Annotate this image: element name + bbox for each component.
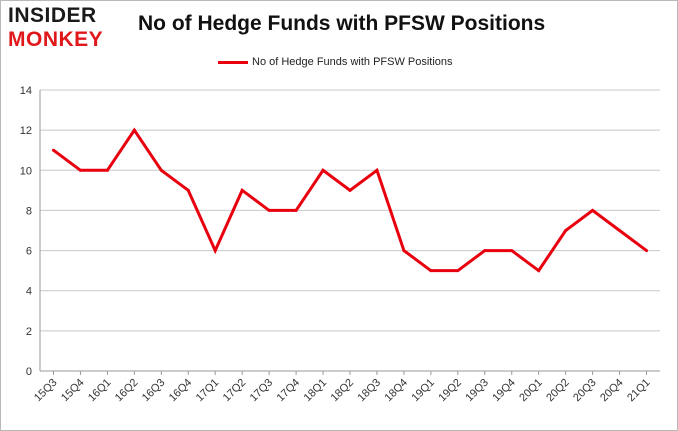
x-tick-label: 17Q1 — [194, 377, 222, 405]
y-tick-label: 6 — [26, 246, 32, 258]
data-point — [375, 168, 379, 172]
data-point — [618, 229, 622, 232]
data-point — [645, 249, 649, 253]
x-tick-label: 18Q1 — [302, 377, 330, 405]
y-tick-label: 8 — [26, 205, 32, 217]
y-tick-label: 14 — [20, 85, 32, 97]
data-point — [483, 249, 487, 253]
x-tick-label: 17Q4 — [275, 377, 303, 405]
data-point — [294, 208, 298, 212]
data-point — [456, 269, 460, 273]
x-tick-label: 19Q4 — [490, 377, 518, 405]
x-tick-label: 18Q3 — [356, 377, 384, 405]
data-point — [186, 188, 190, 192]
data-point — [564, 229, 568, 232]
data-point — [159, 168, 163, 172]
x-tick-label: 18Q2 — [329, 377, 357, 405]
chart-title: No of Hedge Funds with PFSW Positions — [138, 12, 546, 35]
x-tick-label: 19Q1 — [409, 377, 437, 405]
x-tick-label: 20Q2 — [544, 377, 572, 405]
logo-line-1: INSIDER — [8, 4, 97, 27]
data-point — [132, 128, 136, 132]
x-tick-label: 18Q4 — [383, 377, 411, 405]
x-tick-label: 16Q3 — [140, 377, 168, 405]
data-point — [105, 168, 109, 172]
y-tick-label: 4 — [26, 286, 32, 298]
data-point — [78, 168, 82, 172]
insider-monkey-logo: INSIDER MONKEY — [8, 4, 128, 56]
x-tick-label: 19Q3 — [463, 377, 491, 405]
data-point — [321, 168, 325, 172]
x-tick-label: 15Q4 — [59, 377, 87, 405]
data-point — [510, 249, 514, 253]
data-point — [537, 269, 541, 273]
x-tick-label: 16Q2 — [113, 377, 141, 405]
legend-label: No of Hedge Funds with PFSW Positions — [252, 56, 453, 68]
y-tick-label: 2 — [26, 326, 32, 338]
y-tick-label: 12 — [20, 125, 32, 137]
y-tick-label: 10 — [20, 165, 32, 177]
x-tick-label: 20Q1 — [517, 377, 545, 405]
x-tick-label: 17Q3 — [248, 377, 276, 405]
x-tick-label: 20Q4 — [598, 377, 626, 405]
series-line-0 — [52, 127, 648, 273]
logo-line-2: MONKEY — [8, 28, 104, 51]
chart-legend: No of Hedge Funds with PFSW Positions — [218, 52, 453, 72]
data-point — [240, 188, 244, 192]
legend-swatch — [218, 60, 248, 64]
x-tick-label: 16Q1 — [86, 377, 114, 405]
data-point — [402, 249, 406, 253]
data-point — [267, 208, 271, 212]
data-point — [591, 208, 595, 212]
data-point — [429, 269, 433, 273]
x-tick-label: 15Q3 — [32, 377, 60, 405]
x-tick-label: 19Q2 — [436, 377, 464, 405]
data-point — [51, 148, 55, 152]
y-tick-label: 0 — [26, 366, 32, 378]
x-tick-label: 21Q1 — [625, 377, 653, 405]
x-tick-label: 16Q4 — [167, 377, 195, 405]
data-point — [348, 188, 352, 192]
x-tick-label: 17Q2 — [221, 377, 249, 405]
x-tick-label: 20Q3 — [571, 377, 599, 405]
data-point — [213, 249, 217, 253]
